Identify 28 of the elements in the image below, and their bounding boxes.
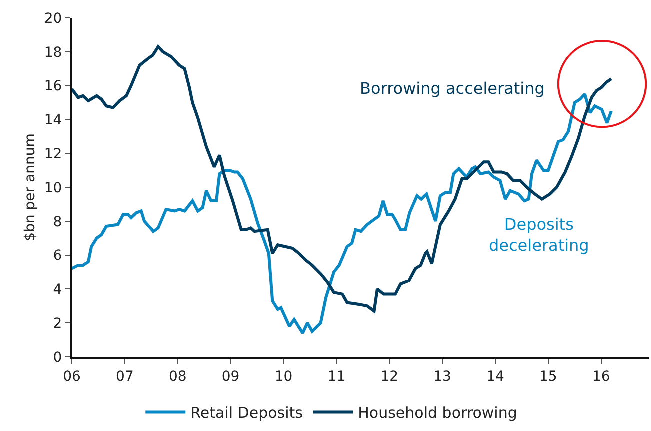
y-tick-label: 2 (53, 316, 62, 332)
y-tick-label: 4 (53, 282, 62, 298)
x-tick-label: 15 (540, 368, 558, 385)
y-tick-label: 10 (44, 180, 62, 196)
x-tick-label: 09 (222, 368, 240, 385)
y-tick-label: 12 (44, 146, 62, 162)
annotation: Deposits decelerating (489, 215, 590, 255)
y-tick-label: 18 (44, 44, 62, 61)
y-tick-label: 20 (44, 10, 62, 27)
x-tick-label: 16 (592, 368, 610, 385)
y-tick-label: 8 (53, 214, 62, 230)
annotation: Borrowing accelerating (360, 79, 545, 98)
legend-label: Retail Deposits (190, 404, 304, 422)
x-tick-label: 13 (434, 368, 452, 385)
x-tick-label: 06 (63, 368, 81, 385)
line-series (72, 45, 613, 313)
x-tick-label: 11 (328, 368, 346, 385)
x-tick-label: 08 (168, 368, 187, 385)
y-tick-label: 14 (44, 112, 62, 129)
x-tick-label: 12 (380, 368, 399, 385)
legend-label: Household borrowing (358, 404, 518, 422)
x-tick-label: 07 (116, 368, 134, 385)
y-tick-label: 16 (44, 78, 62, 95)
x-tick-label: 10 (274, 368, 293, 385)
y-tick-label: 0 (53, 350, 62, 366)
x-tick-label: 14 (486, 368, 504, 385)
y-tick-label: 6 (53, 248, 62, 264)
y-axis-title: $bn per annum (22, 134, 38, 242)
